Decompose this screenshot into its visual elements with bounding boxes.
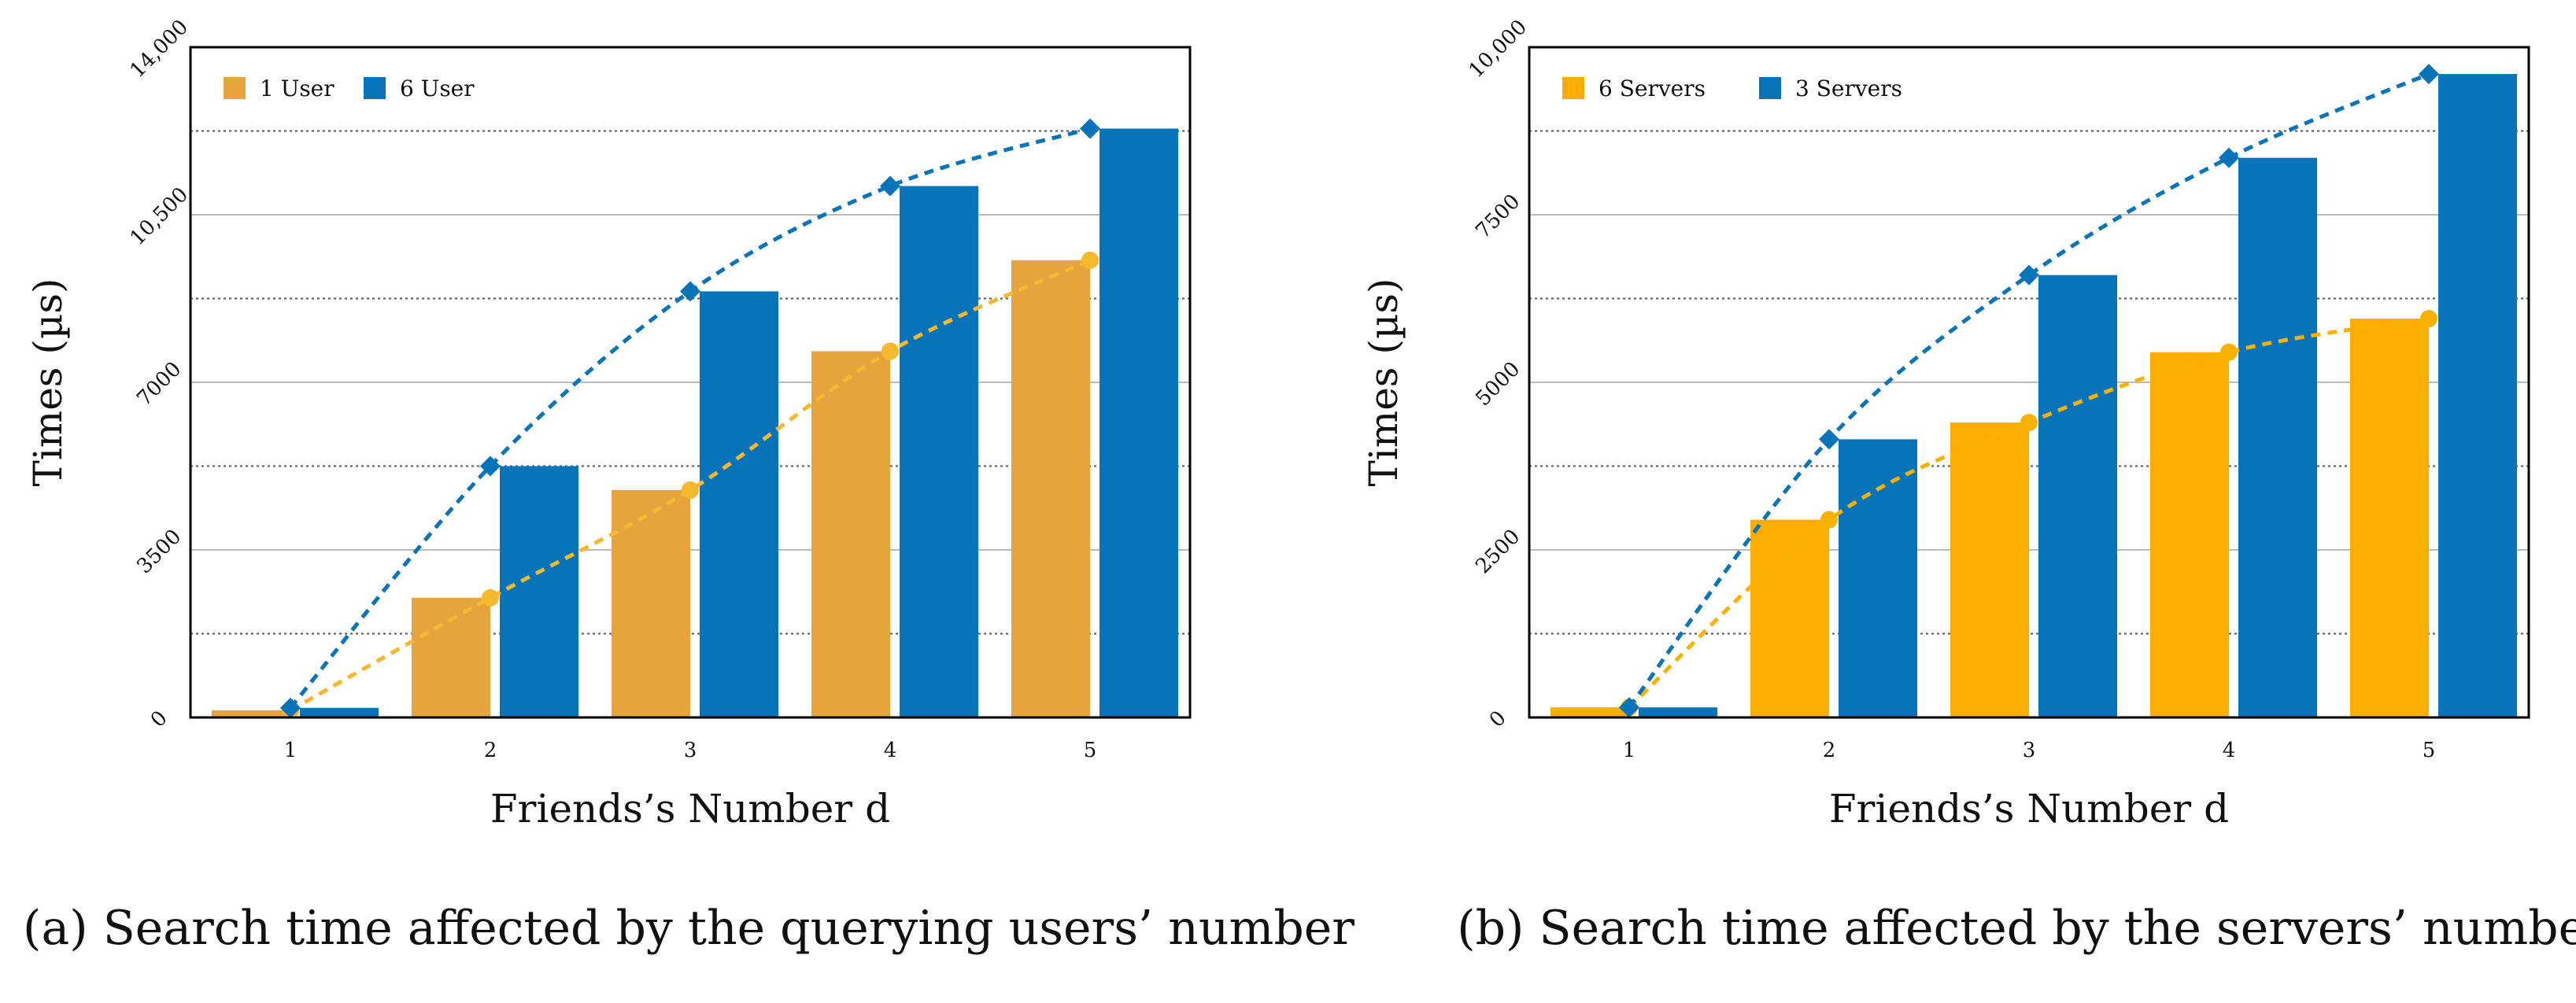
plot-frame [189,46,1192,719]
x-tick-label: 1 [1623,739,1636,762]
x-tick-label: 3 [684,739,697,762]
y-tick-label: 0 [1485,706,1511,732]
marker-a-2-1 [280,697,301,718]
marker-b-2-1 [1619,697,1639,718]
caption: (b) Search time affected by the servers’… [1457,901,2576,956]
marker-b-2-3 [2019,264,2039,286]
marker-a-1-3 [682,481,699,499]
x-tick-label: 5 [1084,739,1097,762]
legend-label-a-2: 6 User [400,76,475,101]
trend-line-b-2 [1627,72,2430,709]
y-tick-label: 14,000 [126,16,194,83]
bar-a-2-2 [500,466,578,717]
bar-a-1-3 [612,489,690,717]
x-axis-label: Friends’s Number d [490,786,890,832]
bar-a-2-1 [300,707,379,717]
marker-b-1-5 [2420,310,2437,328]
bar-b-2-2 [1839,439,1917,717]
bar-b-2-4 [2238,157,2317,717]
y-axis-label: Times (µs) [25,278,71,486]
x-tick-label: 2 [484,739,497,762]
legend-label-b-1: 6 Servers [1598,76,1706,101]
x-axis-label: Friends’s Number d [1829,786,2229,832]
bar-b-1-5 [2350,319,2429,717]
marker-a-2-3 [680,281,700,302]
bar-b-1-4 [2150,352,2229,717]
chart-a: 0 3500 7000 10,500 14,000 1 2 3 4 5 Friends’s Numb… [23,16,1355,956]
marker-b-1-3 [2020,414,2038,432]
bar-a-1-5 [1011,260,1090,717]
marker-b-2-5 [2419,64,2439,85]
trend-line-a-2 [289,127,1091,710]
y-tick-label: 10,000 [1465,16,1532,83]
caption: (a) Search time affected by the querying… [23,901,1355,956]
legend-swatch-b-2 [1759,77,1781,99]
marker-a-1-5 [1081,251,1099,269]
bar-b-2-5 [2438,74,2517,717]
y-tick-label: 10,500 [126,183,194,251]
y-tick-label: 7500 [1471,190,1525,243]
bar-b-2-3 [2038,275,2117,717]
y-tick-label: 7000 [132,357,186,411]
y-tick-label: 0 [146,706,172,732]
y-tick-label: 3500 [132,525,186,578]
legend-swatch-b-1 [1562,77,1584,99]
y-tick-label: 5000 [1471,357,1525,411]
marker-a-2-4 [880,175,900,197]
bar-b-2-1 [1639,707,1717,717]
bar-a-1-2 [412,597,490,717]
chart-b: 0 2500 5000 7500 10,000 1 2 3 4 5 Friends’s Number… [1361,16,2576,956]
bar-b-1-1 [1550,707,1629,717]
x-tick-label: 5 [2423,739,2436,762]
marker-a-2-2 [480,455,501,477]
marker-a-1-4 [881,342,899,360]
bar-a-1-4 [811,351,890,717]
x-tick-label: 4 [2223,739,2236,762]
marker-a-1-2 [482,588,499,607]
x-tick-label: 3 [2023,739,2036,762]
legend-label-b-2: 3 Servers [1795,76,1902,101]
plot-frame [1528,46,2530,719]
x-tick-label: 4 [884,739,897,762]
marker-b-2-2 [1819,429,1839,450]
legend-swatch-a-2 [364,77,386,99]
bar-b-1-2 [1750,519,1829,717]
y-tick-label: 2500 [1471,525,1525,578]
y-axis-label: Times (µs) [1361,278,1406,486]
marker-b-1-2 [1820,511,1838,529]
bar-a-2-5 [1100,128,1178,717]
marker-b-2-4 [2219,147,2239,168]
bar-a-2-3 [700,291,778,717]
legend-swatch-a-1 [224,77,246,99]
marker-a-2-5 [1080,118,1100,139]
bar-b-1-3 [1950,422,2029,717]
marker-b-1-4 [2220,343,2238,361]
x-tick-label: 1 [284,739,298,762]
x-tick-label: 2 [1823,739,1836,762]
bar-a-2-4 [900,186,978,717]
bar-a-1-1 [212,710,290,717]
legend-label-a-1: 1 User [260,76,334,101]
